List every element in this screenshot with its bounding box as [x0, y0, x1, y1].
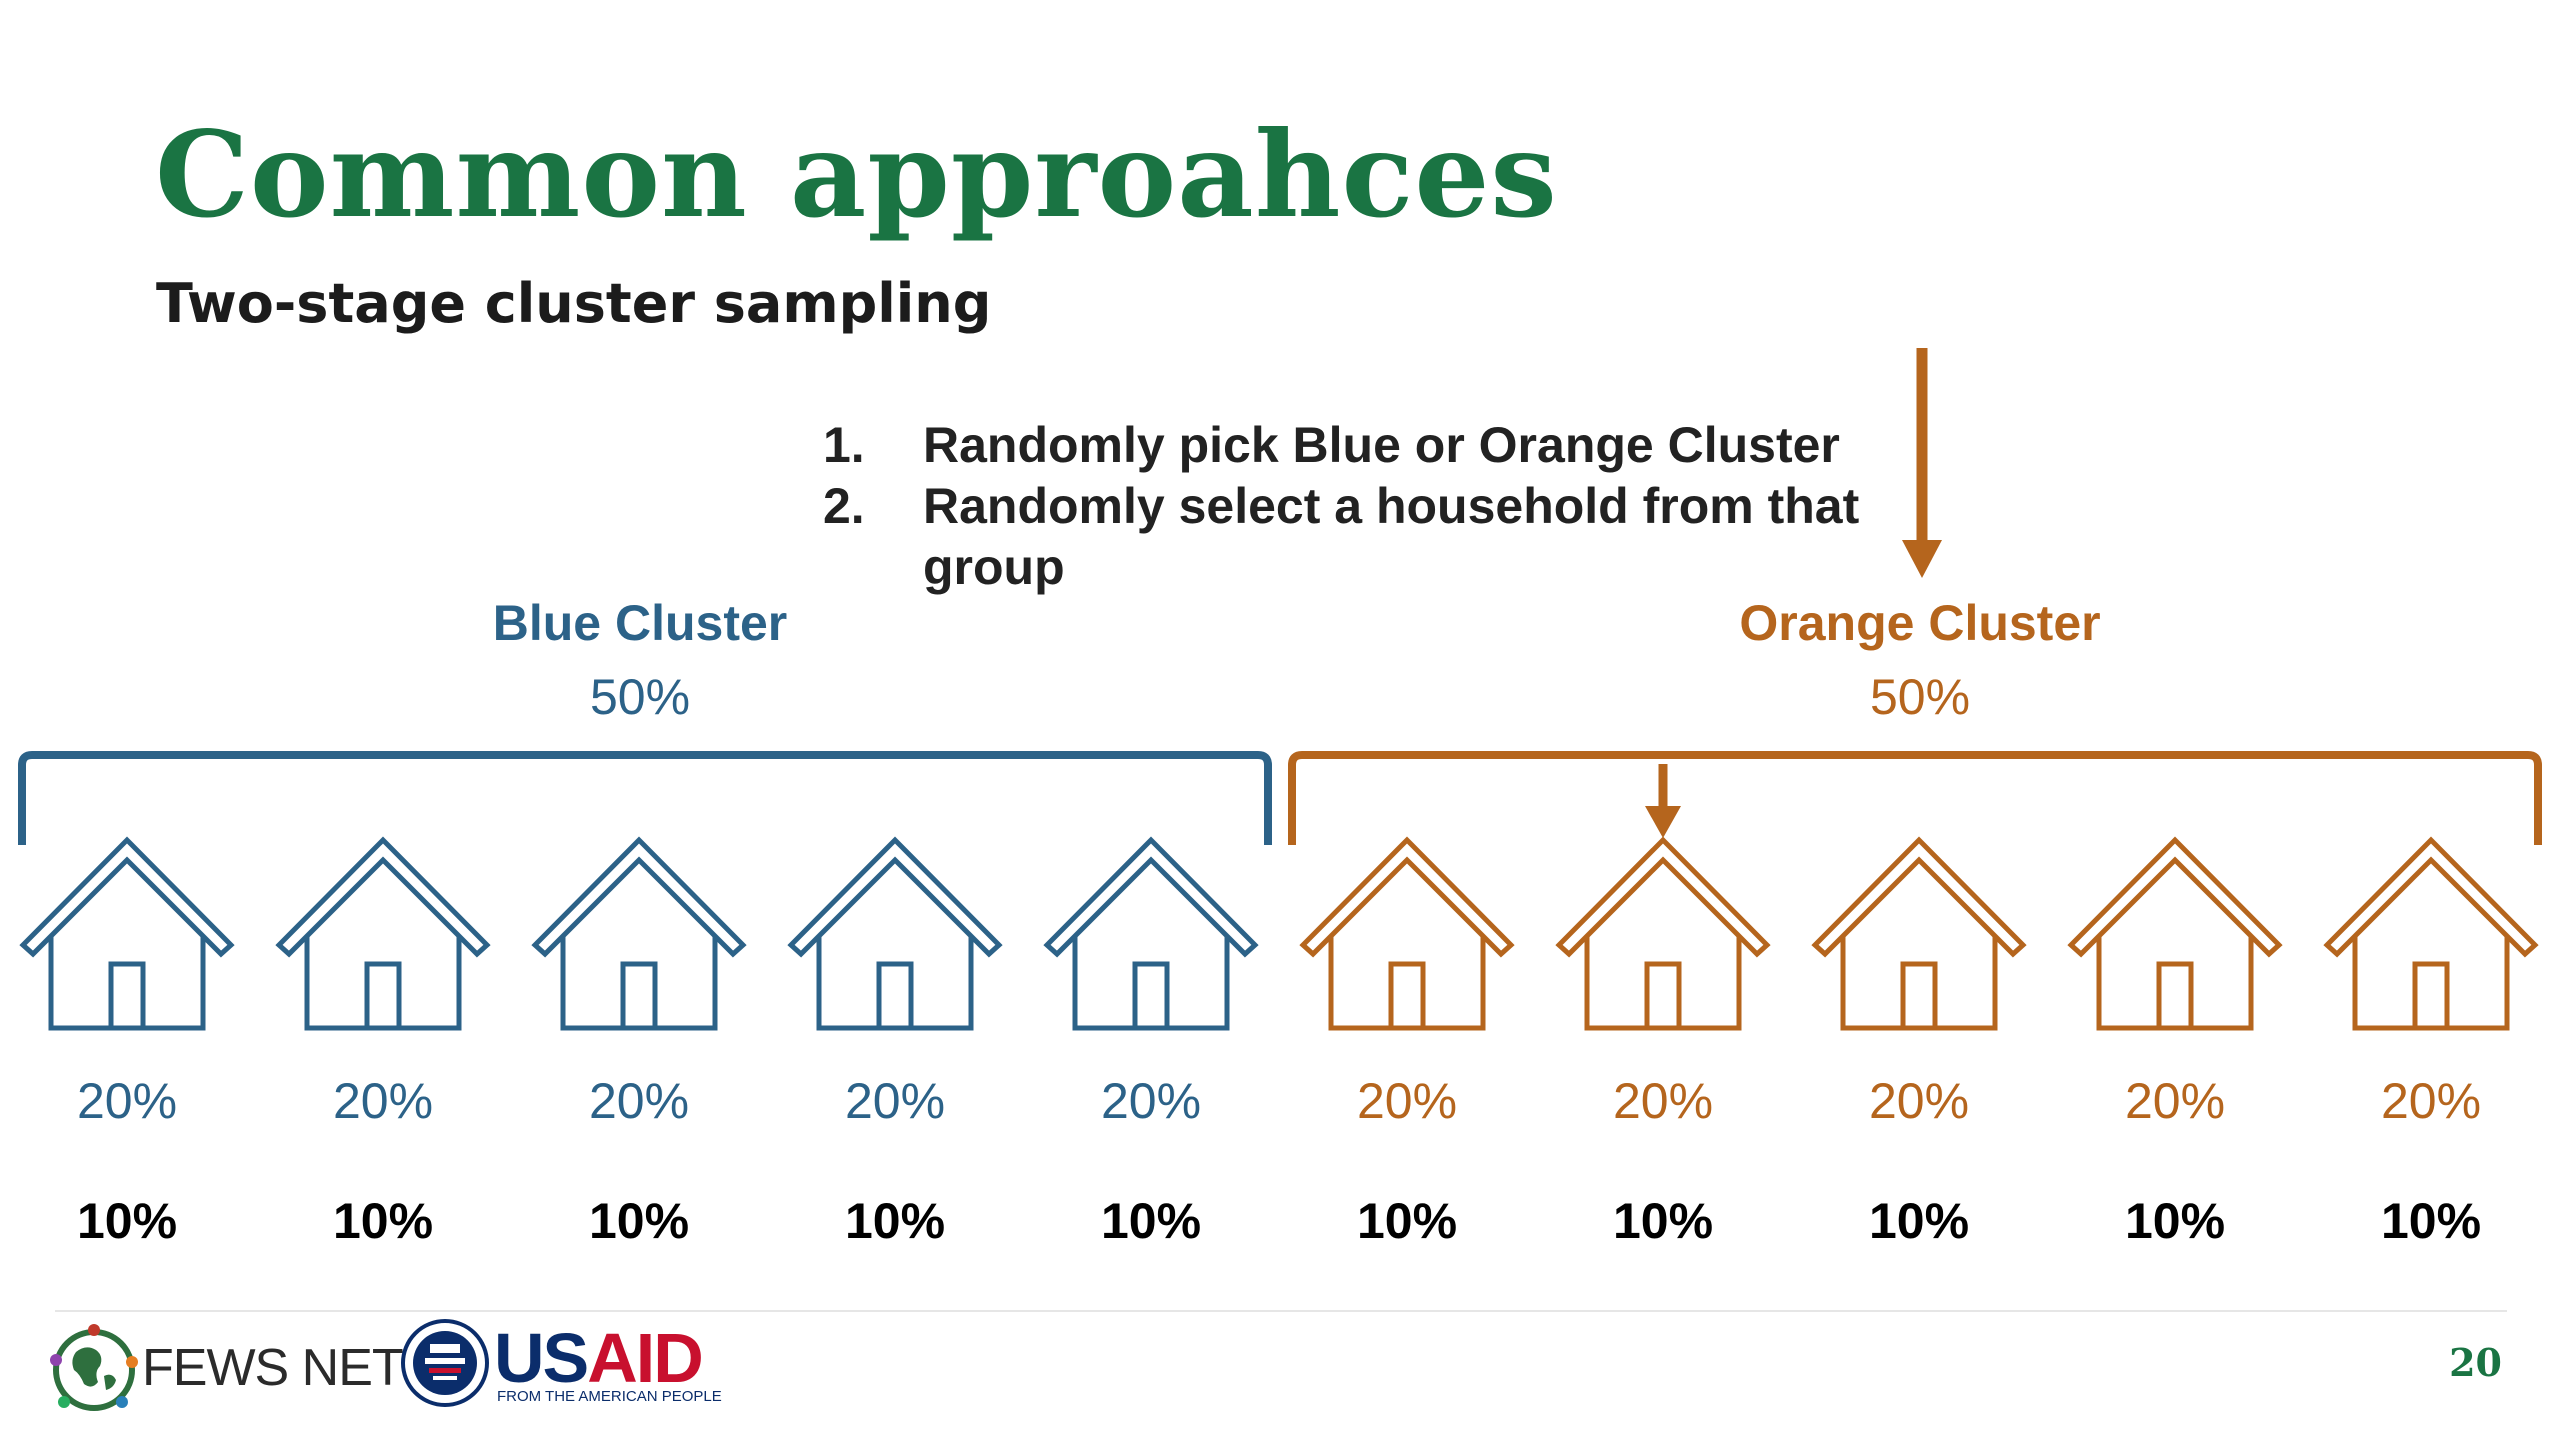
house-outline-icon — [19, 836, 235, 1031]
fews-net-globe-icon — [50, 1324, 138, 1411]
step-item: 1. Randomly pick Blue or Orange Cluster — [820, 415, 1920, 476]
house-outline-icon — [787, 836, 1003, 1031]
house-outline-icon — [531, 836, 747, 1031]
orange-cluster-percent: 50% — [1869, 669, 1971, 725]
house-overall-share: 10% — [76, 1193, 178, 1249]
house-cluster-share: 20% — [1868, 1073, 1970, 1129]
house-overall-share: 10% — [1100, 1193, 1202, 1249]
house-cluster-share: 20% — [1612, 1073, 1714, 1129]
house-outline-icon — [1043, 836, 1259, 1031]
house-cluster-share: 20% — [1100, 1073, 1202, 1129]
orange-cluster-label: Orange Cluster — [1739, 595, 2101, 651]
step-text: Randomly pick Blue or Orange Cluster — [923, 417, 1840, 473]
usaid-logo-text: USAID — [494, 1318, 704, 1398]
blue-cluster-label: Blue Cluster — [492, 595, 788, 651]
house-overall-share: 10% — [844, 1193, 946, 1249]
step-text: Randomly select a household from that gr… — [923, 478, 1860, 595]
house-overall-share: 10% — [1868, 1193, 1970, 1249]
footer-divider — [55, 1310, 2507, 1312]
usaid-tagline: FROM THE AMERICAN PEOPLE — [497, 1388, 722, 1405]
steps-list: 1. Randomly pick Blue or Orange Cluster … — [820, 415, 1920, 598]
house-overall-share: 10% — [1612, 1193, 1714, 1249]
step-number: 1. — [823, 417, 865, 473]
cluster-select-arrow — [1902, 348, 1942, 578]
house-overall-share: 10% — [332, 1193, 434, 1249]
house-cluster-share: 20% — [332, 1073, 434, 1129]
house-outline-icon — [275, 836, 491, 1031]
household-select-arrow — [1645, 764, 1681, 838]
house-outline-icon — [1299, 836, 1515, 1031]
blue-cluster-percent: 50% — [589, 669, 691, 725]
orange-cluster-bracket — [1288, 751, 2542, 845]
step-number: 2. — [823, 478, 865, 534]
house-overall-share: 10% — [2124, 1193, 2226, 1249]
blue-cluster-bracket — [18, 751, 1272, 845]
house-cluster-share: 20% — [2380, 1073, 2482, 1129]
usaid-wordmark: USAID — [494, 1319, 704, 1397]
house-cluster-share: 20% — [2124, 1073, 2226, 1129]
house-overall-share: 10% — [1356, 1193, 1458, 1249]
house-overall-share: 10% — [588, 1193, 690, 1249]
slide-title: Common approahces — [155, 105, 1558, 244]
house-cluster-share: 20% — [76, 1073, 178, 1129]
page-number: 20 — [2449, 1340, 2502, 1385]
house-cluster-share: 20% — [844, 1073, 946, 1129]
house-outline-icon — [1555, 836, 1771, 1031]
fews-net-logo-text: FEWS NET — [142, 1339, 404, 1397]
slide-subtitle: Two-stage cluster sampling — [156, 272, 992, 335]
house-outline-icon — [2323, 836, 2539, 1031]
house-outline-icon — [1811, 836, 2027, 1031]
step-item: 2. Randomly select a household from that… — [820, 476, 1920, 598]
house-overall-share: 10% — [2380, 1193, 2482, 1249]
house-cluster-share: 20% — [1356, 1073, 1458, 1129]
usaid-seal-icon — [401, 1319, 489, 1407]
house-outline-icon — [2067, 836, 2283, 1031]
house-cluster-share: 20% — [588, 1073, 690, 1129]
houses-row — [19, 836, 2539, 1031]
